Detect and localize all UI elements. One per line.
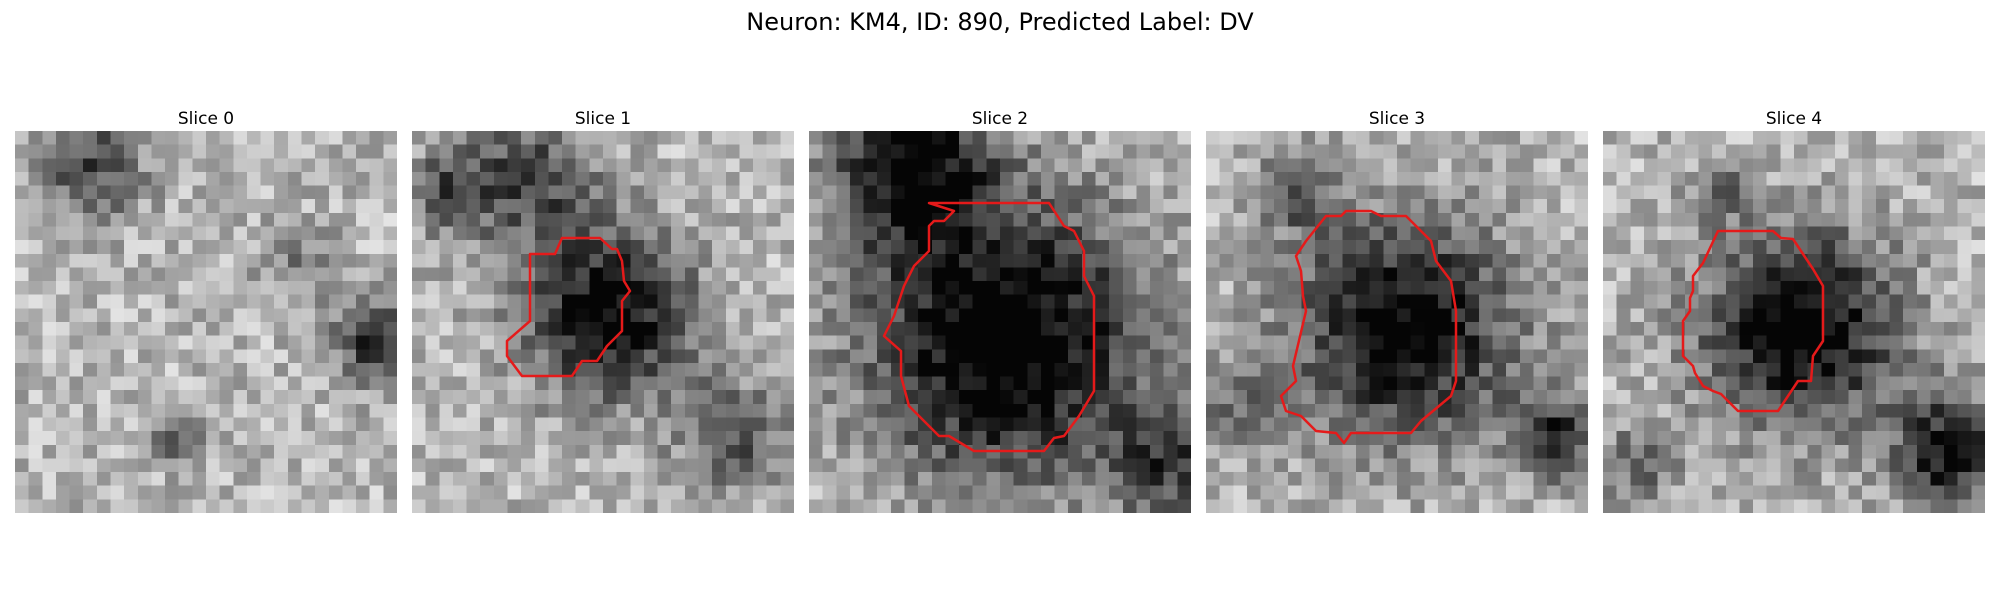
slice-panel-0: Slice 0 bbox=[15, 108, 397, 513]
slice-title: Slice 4 bbox=[1765, 109, 1823, 129]
segmentation-contour bbox=[1279, 209, 1458, 445]
slice-panel-4: Slice 4 bbox=[1603, 108, 1985, 513]
slice-image bbox=[15, 131, 397, 513]
figure-title: Neuron: KM4, ID: 890, Predicted Label: D… bbox=[746, 8, 1254, 36]
segmentation-contour bbox=[1681, 229, 1825, 413]
segmentation-contour bbox=[505, 236, 632, 378]
pixel-grid bbox=[1603, 131, 1985, 513]
slice-image bbox=[1603, 131, 1985, 513]
slice-panel-1: Slice 1 bbox=[412, 108, 794, 513]
slice-title: Slice 1 bbox=[574, 109, 632, 129]
slice-image bbox=[809, 131, 1191, 513]
slice-title: Slice 2 bbox=[971, 109, 1029, 129]
slice-image bbox=[412, 131, 794, 513]
pixel-grid bbox=[15, 131, 397, 513]
slice-image bbox=[1206, 131, 1588, 513]
pixel-grid bbox=[412, 131, 794, 513]
slice-title: Slice 0 bbox=[177, 109, 235, 129]
pixel-grid bbox=[809, 131, 1191, 513]
segmentation-contour bbox=[882, 201, 1096, 453]
slice-title: Slice 3 bbox=[1368, 109, 1426, 129]
pixel-grid bbox=[1206, 131, 1588, 513]
slice-panel-3: Slice 3 bbox=[1206, 108, 1588, 513]
slice-panel-2: Slice 2 bbox=[809, 108, 1191, 513]
